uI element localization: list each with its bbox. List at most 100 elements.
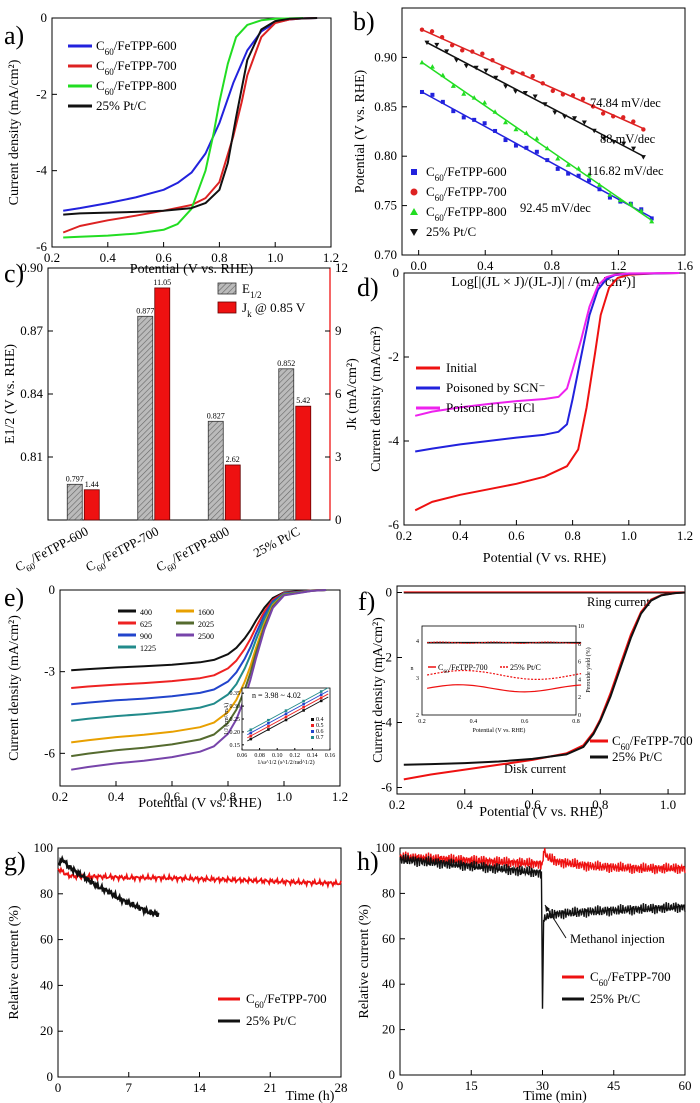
panel-d-ytick-label: -6	[388, 517, 399, 532]
panel-b-panel-label: b)	[353, 7, 375, 36]
panel-d-panel-label: d)	[357, 273, 379, 302]
panel-f-inset-y2tick-label: 0	[578, 713, 581, 719]
panel-e-inset-legend-label: 0.4	[316, 717, 324, 723]
panel-b-point	[597, 187, 602, 192]
panel-b-point	[471, 95, 477, 100]
panel-d-series-line	[414, 272, 680, 512]
panel-c-legend-label: Jk @ 0.85 V	[242, 300, 306, 319]
panel-b-ytick-label: 0.75	[374, 198, 397, 213]
panel-b-slope-label: 88 mV/dec	[600, 132, 656, 146]
panel-f-inset-n-line	[427, 641, 582, 644]
panel-h-ytick-label: 100	[376, 840, 396, 855]
panel-f-inset-ylabel: n	[411, 666, 414, 672]
panel-f-inset-y2tick-label: 10	[578, 624, 584, 630]
panel-e-inset-point	[249, 734, 253, 738]
panel-e-series-line	[71, 589, 327, 706]
panel-b-fit-line	[421, 29, 644, 130]
panel-b-point	[640, 155, 646, 160]
panel-g-ytick-label: 80	[40, 886, 53, 901]
panel-c-bar-label-e12: 0.852	[277, 359, 295, 368]
panel-a-frame	[51, 17, 332, 248]
panel-h-ytick-label: 20	[382, 1022, 395, 1037]
panel-g-xtick-label: 14	[193, 1080, 207, 1095]
panel-c-ytick-label: 0.90	[20, 260, 43, 275]
panel-b-point	[638, 208, 644, 213]
panel-e-ytick-label: -6	[44, 745, 55, 760]
panel-c-ylabel: E1/2 (V vs. RHE)	[3, 344, 18, 444]
panel-b-point	[460, 48, 465, 53]
panel-b-point	[434, 42, 440, 48]
panel-b-point	[601, 136, 607, 141]
panel-f-inset-y2tick-label: 4	[578, 677, 581, 683]
panel-b-point	[523, 130, 529, 135]
panel-b-point	[649, 218, 655, 224]
panel-b-point	[596, 182, 602, 187]
panel-b-point	[576, 173, 581, 178]
panel-f-inset-xtick-label: 0.2	[418, 719, 426, 725]
panel-b-point	[424, 40, 430, 46]
panel-b-point	[587, 178, 592, 183]
panel-e-inset-xlabel: 1/ω^1/2 (s^1/2/rad^1/2)	[257, 759, 314, 766]
panel-c-bar-e12	[137, 315, 154, 521]
panel-b-point	[493, 128, 498, 133]
panel-e-inset-legend-marker	[311, 736, 314, 739]
panel-c-y2tick-label: 3	[335, 449, 342, 464]
panel-g-ytick-label: 60	[40, 932, 53, 947]
panel-e-inset-ytick-label: 0.35	[230, 691, 241, 697]
panel-g-xlabel: Time (h)	[286, 1089, 335, 1103]
panel-b-point	[591, 128, 597, 134]
panel-b-point	[562, 114, 568, 120]
panel-e-ylabel: Current density (mA/cm²)	[7, 615, 22, 761]
panel-c-legend-label: E1/2	[242, 281, 262, 300]
panel-e-xtick-label: 0.4	[108, 789, 125, 804]
panel-b-point	[449, 43, 455, 48]
panel-e-ytick-label: -3	[44, 664, 55, 679]
panel-e-inset-xtick-label: 0.12	[290, 753, 301, 759]
panel-e-inset-legend-label: 0.5	[316, 723, 324, 729]
panel-d-xlabel: Potential (V vs. RHE)	[483, 551, 607, 566]
panel-b-fit-line	[421, 61, 653, 222]
panel-f-inset-yield-line	[426, 669, 582, 680]
panel-a-xtick-label: 0.6	[155, 250, 172, 265]
panel-b-ytick-label: 0.85	[374, 99, 397, 114]
panel-h-xtick-label: 60	[679, 1078, 692, 1093]
panel-g-xtick-label: 7	[126, 1080, 133, 1095]
panel-a-legend-label: C60/FeTPP-600	[96, 38, 177, 57]
panel-c-bar-jk	[295, 405, 312, 521]
panel-b-point	[534, 149, 539, 154]
panel-e-inset-ytick-label: 0.20	[230, 730, 241, 736]
panel-c-bar-label-e12: 0.877	[136, 306, 154, 315]
panel-g-series-line	[57, 866, 342, 889]
panel-f-legend-label: 25% Pt/C	[612, 749, 662, 764]
panel-b-point	[461, 91, 467, 96]
panel-b-point	[524, 145, 529, 150]
panel-e-inset-point	[267, 725, 270, 728]
panel-b-legend-label: C60/FeTPP-600	[426, 164, 507, 183]
panel-b-point	[540, 81, 545, 86]
panel-e-inset-ytick-label: 0.30	[230, 704, 241, 710]
panel-a-legend-label: 25% Pt/C	[96, 98, 146, 113]
panel-b-fit-line	[426, 41, 644, 157]
panel-b-legend-label: C60/FeTPP-700	[426, 184, 507, 203]
panel-b-point	[522, 90, 528, 96]
panel-g-legend-label: 25% Pt/C	[246, 1013, 296, 1028]
panel-h-series-line	[399, 848, 686, 875]
panel-b-point	[550, 88, 556, 94]
panel-b-point	[503, 138, 508, 143]
panel-e-inset-legend-marker	[311, 718, 314, 721]
panel-b-point	[621, 115, 626, 120]
panel-h-ytick-label: 60	[382, 931, 395, 946]
panel-g-ylabel: Relative current (%)	[7, 905, 22, 1020]
panel-e-legend-label: 400	[140, 608, 152, 617]
panel-b-point	[510, 70, 515, 75]
panel-f-ylabel: Current density (mA/cm²)	[371, 617, 386, 763]
panel-h-series-line	[399, 853, 686, 1009]
panel-f-xtick-label: 1.0	[660, 797, 676, 812]
panel-b-point	[500, 65, 505, 71]
panel-b-point	[461, 115, 466, 120]
panel-d-ytick-label: -2	[388, 349, 399, 364]
panel-a-ytick-label: -6	[36, 239, 47, 254]
panel-d-xtick-label: 1.0	[621, 528, 637, 543]
panel-e-inset-legend-marker	[311, 730, 314, 733]
